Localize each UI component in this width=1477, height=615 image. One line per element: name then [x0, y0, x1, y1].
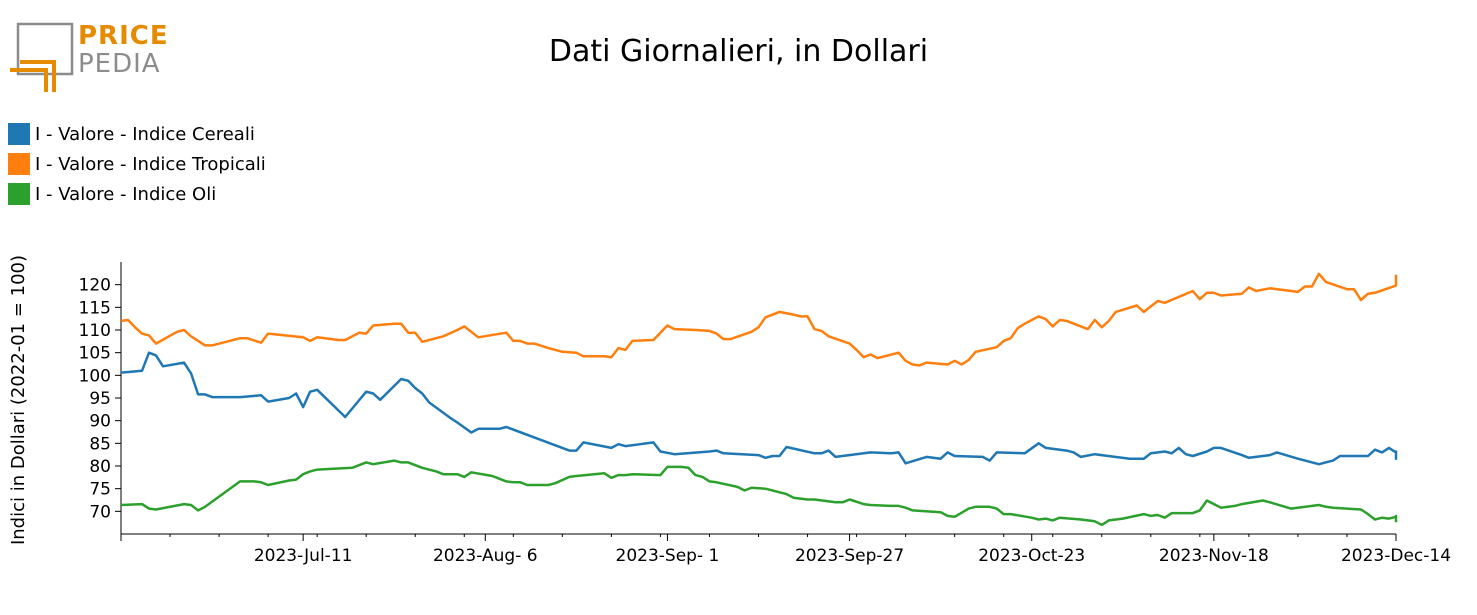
series-line-1 [120, 272, 1398, 367]
legend-item-tropicali[interactable]: I - Valore - Indice Tropicali [8, 149, 266, 179]
y-tick-label: 105 [79, 344, 111, 364]
pricepedia-logo: PRICE PEDIA [6, 20, 169, 95]
y-axis-title: Indici in Dollari (2022-01 = 100) [8, 255, 29, 545]
y-tick-label: 75 [89, 480, 111, 500]
logo-mark-icon [10, 22, 74, 92]
y-tick-label: 70 [89, 502, 111, 522]
chart-title: Dati Giornalieri, in Dollari [548, 34, 929, 69]
y-tick-label: 80 [89, 457, 111, 477]
logo-text-price: PRICE [78, 21, 169, 51]
logo-text-pedia: PEDIA [78, 49, 161, 79]
y-tick-label: 85 [89, 434, 111, 454]
x-tick-label: 2023-Aug- 6 [433, 546, 538, 566]
x-tick-label: 2023-Sep-27 [795, 546, 904, 566]
chart-legend: I - Valore - Indice Cereali I - Valore -… [8, 119, 266, 209]
legend-label: I - Valore - Indice Cereali [35, 123, 255, 145]
series-lines [120, 272, 1398, 527]
legend-item-oli[interactable]: I - Valore - Indice Oli [8, 179, 266, 209]
y-tick-label: 110 [79, 321, 111, 341]
y-tick-label: 90 [89, 412, 111, 432]
x-tick-label: 2023-Oct-23 [978, 546, 1085, 566]
legend-item-cereali[interactable]: I - Valore - Indice Cereali [8, 119, 266, 149]
x-axis: 2023-Jul-11 2023-Aug- 6 2023-Sep- 1 2023-Se… [120, 533, 1451, 566]
series-line-2 [120, 459, 1398, 527]
x-tick-label: 2023-Sep- 1 [616, 546, 720, 566]
x-tick-label: 2023-Dec-14 [1341, 546, 1451, 566]
legend-swatch [8, 183, 30, 205]
series-line-0 [120, 351, 1398, 466]
legend-swatch [8, 123, 30, 145]
legend-swatch [8, 153, 30, 175]
y-tick-label: 120 [79, 276, 111, 296]
y-tick-label: 100 [79, 366, 111, 386]
x-tick-label: 2023-Jul-11 [254, 546, 353, 566]
y-tick-label: 95 [89, 389, 111, 409]
x-tick-label: 2023-Nov-18 [1159, 546, 1269, 566]
y-tick-label: 115 [79, 298, 111, 318]
legend-label: I - Valore - Indice Oli [35, 183, 217, 205]
legend-label: I - Valore - Indice Tropicali [35, 153, 266, 175]
